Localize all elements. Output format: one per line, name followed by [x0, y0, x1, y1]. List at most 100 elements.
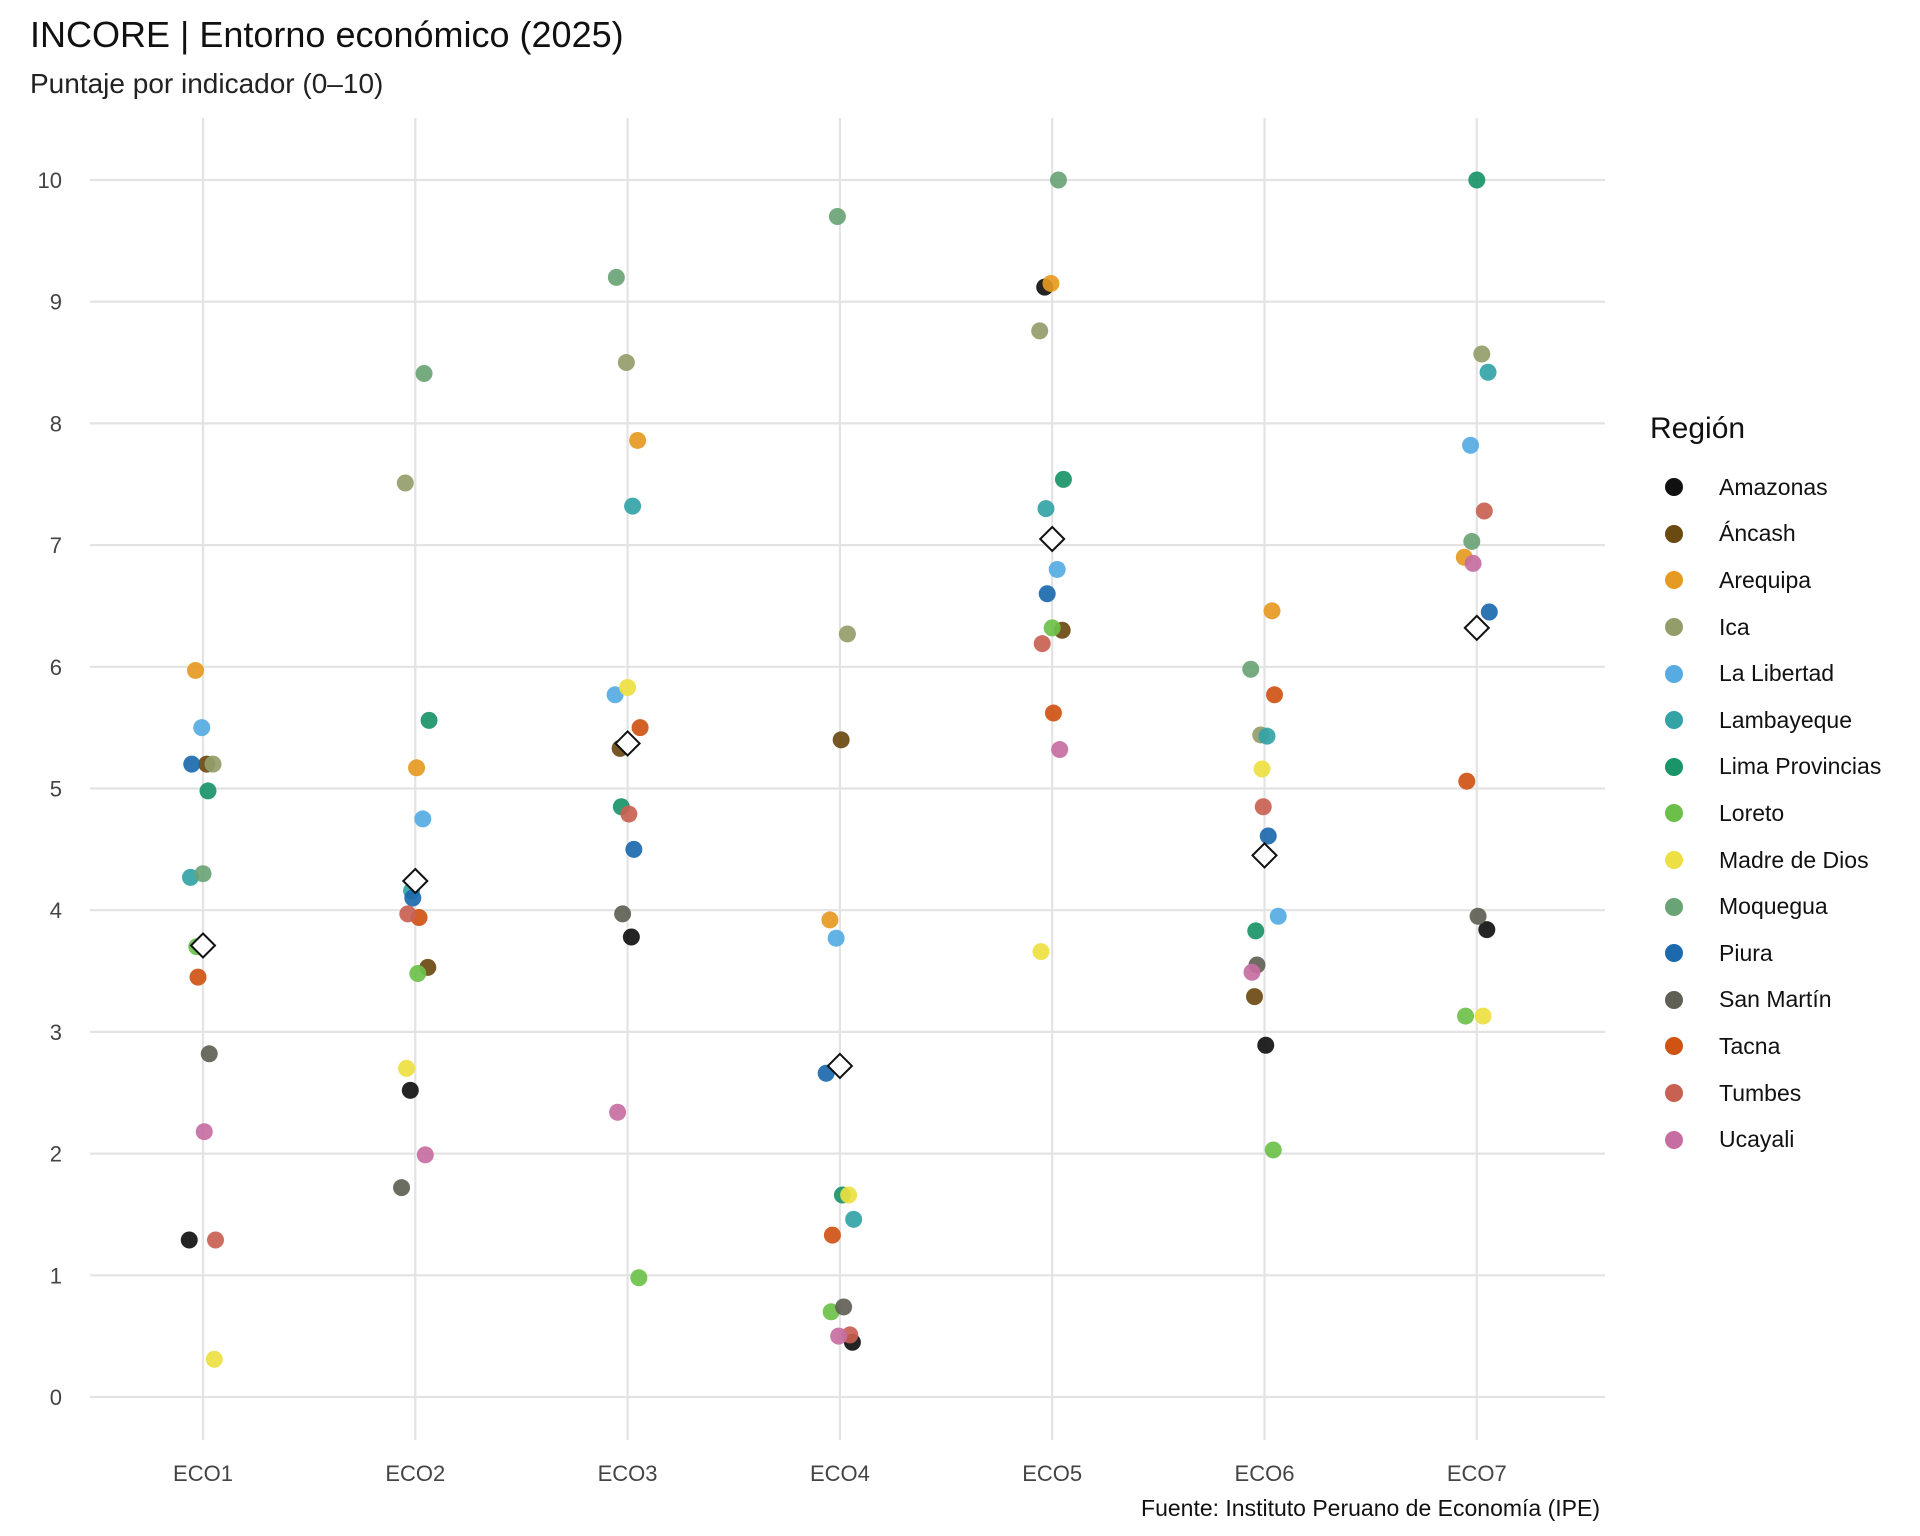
data-point	[1474, 1007, 1492, 1025]
mean-marker	[189, 932, 217, 959]
data-point	[1243, 963, 1261, 981]
y-tick-label: 8	[50, 411, 62, 436]
x-tick-label: ECO2	[385, 1461, 445, 1486]
data-point	[193, 719, 211, 737]
mean-marker	[826, 1052, 854, 1080]
data-point	[1051, 741, 1069, 759]
x-tick-label: ECO6	[1235, 1461, 1295, 1486]
data-point	[180, 1231, 198, 1249]
data-point	[414, 810, 432, 828]
data-point	[620, 805, 638, 823]
data-point	[1038, 585, 1056, 603]
legend-swatch	[1665, 851, 1683, 870]
data-point	[1263, 602, 1281, 620]
legend-item: Arequipa	[1650, 557, 1881, 604]
legend-item: Madre de Dios	[1650, 837, 1881, 884]
data-point	[1042, 274, 1060, 292]
x-tick-label: ECO7	[1447, 1461, 1507, 1486]
legend-item: Áncash	[1650, 511, 1881, 558]
data-point	[399, 905, 417, 923]
data-point	[401, 1081, 419, 1099]
data-point	[1463, 532, 1481, 550]
data-point	[398, 1059, 416, 1077]
data-point	[1458, 772, 1476, 790]
y-tick-label: 6	[50, 655, 62, 680]
legend-item: San Martín	[1650, 977, 1881, 1024]
legend-swatch	[1665, 478, 1683, 497]
data-point	[629, 431, 647, 449]
data-point	[1253, 760, 1271, 778]
data-point	[1037, 500, 1055, 518]
mean-marker	[1038, 525, 1066, 553]
data-point	[1246, 988, 1263, 1006]
y-tick-label: 4	[50, 898, 62, 923]
data-point	[1258, 727, 1276, 745]
legend-swatch	[1665, 711, 1683, 730]
data-point	[194, 865, 212, 883]
legend-swatch	[1665, 944, 1683, 963]
data-point	[622, 928, 640, 946]
data-point	[189, 968, 207, 986]
chart-title: INCORE | Entorno económico (2025)	[30, 14, 624, 55]
legend-item: Piura	[1650, 930, 1881, 977]
data-point	[1464, 554, 1482, 572]
data-point	[830, 1327, 848, 1345]
data-point	[396, 474, 414, 492]
data-point	[614, 905, 632, 923]
data-point	[617, 354, 635, 372]
y-tick-label: 1	[50, 1263, 62, 1288]
mean-marker	[1463, 614, 1491, 642]
legend-swatch	[1665, 1130, 1683, 1149]
data-point	[619, 678, 637, 696]
data-point	[1054, 470, 1072, 488]
data-point	[1469, 907, 1487, 925]
legend-items: Amazonas Áncash Arequipa Ica La Libertad Lamb…	[1650, 464, 1881, 1163]
legend-item: Amazonas	[1650, 464, 1881, 511]
data-point	[625, 840, 643, 858]
data-point	[609, 1103, 627, 1121]
data-point	[404, 889, 422, 907]
mean-marker	[1251, 842, 1278, 869]
legend-label: Lima Provincias	[1719, 753, 1882, 780]
legend-item: Ucayali	[1650, 1116, 1881, 1163]
legend-swatch	[1665, 618, 1683, 637]
legend-swatch	[1665, 664, 1683, 683]
x-tick-label: ECO5	[1022, 1461, 1082, 1486]
legend-swatch	[1665, 804, 1683, 823]
data-point	[195, 1123, 213, 1141]
data-point	[416, 1146, 434, 1164]
data-point	[1043, 619, 1061, 637]
data-point	[187, 661, 204, 679]
legend-label: Amazonas	[1719, 473, 1828, 500]
data-point	[631, 719, 649, 737]
data-point	[1478, 921, 1496, 939]
data-point	[832, 731, 850, 749]
legend-title: Región	[1650, 412, 1746, 445]
data-point	[1254, 798, 1272, 816]
legend-label: Madre de Dios	[1719, 846, 1869, 873]
y-tick-label: 2	[50, 1142, 62, 1167]
data-point	[1475, 502, 1493, 520]
legend-item: Tacna	[1650, 1023, 1881, 1070]
legend-swatch	[1665, 1037, 1683, 1056]
x-tick-label: ECO3	[598, 1461, 658, 1486]
legend-swatch	[1665, 571, 1683, 590]
legend-label: Ucayali	[1719, 1126, 1795, 1153]
legend-swatch	[1665, 990, 1683, 1009]
data-point	[1266, 686, 1283, 704]
y-tick-label: 9	[50, 290, 62, 315]
data-point	[624, 497, 642, 515]
data-point	[1259, 827, 1277, 845]
data-point	[823, 1226, 841, 1244]
y-tick-label: 0	[50, 1385, 62, 1410]
data-point	[1049, 171, 1067, 189]
data-point	[1269, 907, 1287, 925]
data-point	[1033, 635, 1051, 653]
legend-label: Tumbes	[1719, 1079, 1802, 1106]
legend-label: Moquegua	[1719, 893, 1828, 920]
legend-label: Áncash	[1719, 520, 1796, 547]
legend-item: Tumbes	[1650, 1070, 1881, 1117]
legend-swatch	[1665, 897, 1683, 916]
data-point	[630, 1269, 648, 1287]
